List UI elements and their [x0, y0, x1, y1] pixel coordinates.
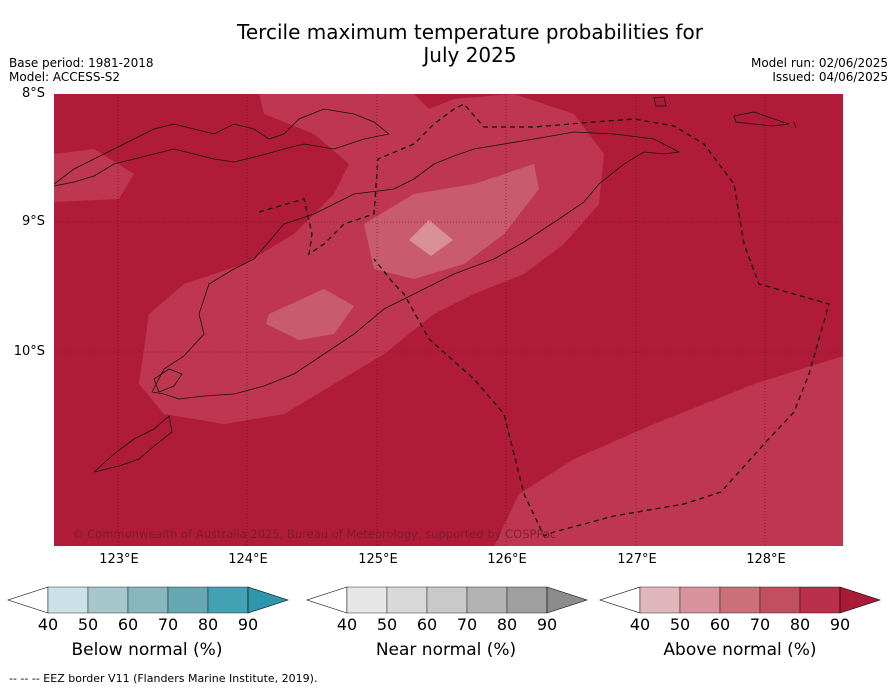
lon-label-123e: 123°E: [99, 552, 139, 567]
base-period: Base period: 1981-2018: [9, 56, 154, 70]
lon-label-127e: 127°E: [617, 552, 657, 567]
lon-label-125e: 125°E: [358, 552, 398, 567]
lon-label-128e: 128°E: [746, 552, 786, 567]
near-bin-4: [466, 586, 508, 614]
near-extend-low: [306, 586, 348, 614]
above-tick-50: 50: [669, 615, 691, 634]
below-extend-high: [247, 586, 289, 614]
below-tick-70: 70: [157, 615, 179, 634]
near-bin-1: [346, 586, 388, 614]
below-bin-4: [167, 586, 209, 614]
model-run: Model run: 02/06/2025: [750, 56, 888, 70]
above-extend-high: [839, 586, 881, 614]
above-tick-60: 60: [709, 615, 731, 634]
lon-label-126e: 126°E: [487, 552, 527, 567]
above-extend-low: [599, 586, 641, 614]
zone-80-north: [54, 149, 134, 202]
zone-80-south: [494, 356, 843, 546]
below-bin-2: [87, 586, 129, 614]
near-tick-50: 50: [376, 615, 398, 634]
map-title-line2: July 2025: [423, 43, 517, 67]
below-bin-5: [207, 586, 249, 614]
above-tick-90: 90: [829, 615, 851, 634]
above-tick-40: 40: [629, 615, 651, 634]
alor-wetar-north: [54, 108, 390, 187]
north-islands-east: [653, 96, 797, 129]
zone-80-central: [139, 94, 604, 424]
below-tick-40: 40: [37, 615, 59, 634]
colorbar-above-normal: [599, 586, 881, 614]
below-bin-3: [127, 586, 169, 614]
below-tick-50: 50: [77, 615, 99, 634]
lat-label-10s: 10°S: [13, 344, 45, 359]
near-bin-2: [386, 586, 428, 614]
near-bin-5: [506, 586, 548, 614]
coastlines: [54, 96, 797, 473]
below-tick-80: 80: [197, 615, 219, 634]
near-extend-high: [546, 586, 588, 614]
lat-label-8s: 8°S: [21, 86, 45, 101]
above-bin-3: [719, 586, 761, 614]
eez-legend-note: -- -- -- EEZ border V11 (Flanders Marine…: [9, 672, 318, 685]
below-extend-low: [7, 586, 49, 614]
above-bin-2: [679, 586, 721, 614]
above-bin-1: [639, 586, 681, 614]
map-title-line1: Tercile maximum temperature probabilitie…: [237, 20, 703, 44]
colorbars: [7, 586, 881, 614]
probability-map: [54, 94, 843, 546]
issued-date: Issued: 04/06/2025: [772, 70, 888, 84]
zone-70-west: [266, 289, 354, 340]
zone-60-spot: [409, 220, 453, 256]
above-tick-80: 80: [789, 615, 811, 634]
near-tick-80: 80: [496, 615, 518, 634]
colorbar-below-normal: [7, 586, 289, 614]
above-bin-4: [759, 586, 801, 614]
above-normal-label: Above normal (%): [663, 640, 817, 660]
eez-border: [258, 103, 830, 537]
above-bin-5: [799, 586, 841, 614]
near-tick-40: 40: [336, 615, 358, 634]
semau-island: [153, 368, 183, 393]
lon-label-124e: 124°E: [228, 552, 268, 567]
below-normal-label: Below normal (%): [71, 640, 223, 660]
above-tick-70: 70: [749, 615, 771, 634]
near-bin-3: [426, 586, 468, 614]
roti-island: [93, 415, 173, 473]
below-bin-1: [47, 586, 89, 614]
timor-island: [151, 131, 681, 400]
near-tick-90: 90: [536, 615, 558, 634]
near-normal-label: Near normal (%): [375, 640, 517, 660]
copyright-notice: © Commonwealth of Australia 2025, Bureau…: [72, 527, 557, 541]
lat-label-9s: 9°S: [21, 214, 45, 229]
near-tick-70: 70: [456, 615, 478, 634]
near-tick-60: 60: [416, 615, 438, 634]
below-tick-90: 90: [237, 615, 259, 634]
model-name: Model: ACCESS-S2: [9, 70, 121, 84]
below-tick-60: 60: [117, 615, 139, 634]
colorbar-near-normal: [306, 586, 588, 614]
zone-70-central: [364, 164, 539, 279]
